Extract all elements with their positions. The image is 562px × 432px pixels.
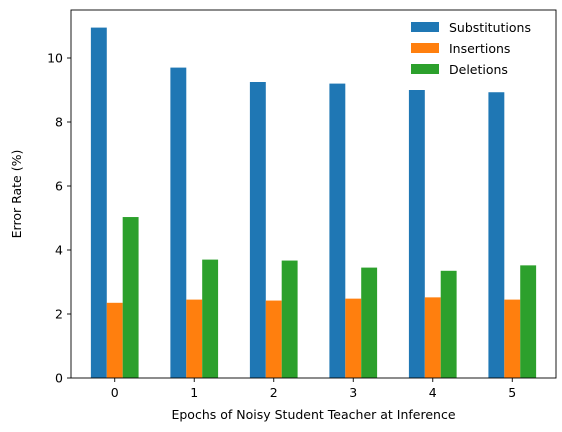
x-axis: 0 1 2 3 4 5 — [111, 378, 516, 400]
legend-swatch-substitutions — [411, 22, 439, 32]
x-tick-label: 3 — [349, 385, 357, 400]
legend-swatch-insertions — [411, 43, 439, 53]
bar-substitutions-1 — [170, 67, 187, 378]
bar-deletions-3 — [361, 267, 378, 378]
x-tick-label: 1 — [190, 385, 198, 400]
x-tick-label: 0 — [111, 385, 119, 400]
y-tick-label: 6 — [55, 178, 63, 193]
y-tick-label: 0 — [55, 370, 63, 385]
bar-substitutions-4 — [408, 90, 425, 378]
bar-substitutions-2 — [249, 82, 266, 378]
plot-frame — [70, 9, 557, 379]
x-tick-label: 5 — [508, 385, 516, 400]
bar-substitutions-5 — [488, 92, 505, 379]
legend: Substitutions Insertions Deletions — [411, 20, 531, 77]
y-tick-label: 2 — [55, 306, 63, 321]
bar-insertions-5 — [504, 299, 521, 378]
x-tick-label: 2 — [270, 385, 278, 400]
y-tick-label: 10 — [47, 50, 63, 65]
y-axis-label: Error Rate (%) — [9, 150, 24, 239]
legend-swatch-deletions — [411, 64, 439, 74]
y-tick-label: 8 — [55, 114, 63, 129]
y-axis: 0 2 4 6 8 10 — [47, 50, 71, 385]
legend-label-insertions: Insertions — [449, 41, 510, 56]
bar-substitutions-3 — [329, 83, 346, 378]
legend-label-substitutions: Substitutions — [449, 20, 531, 35]
bar-insertions-1 — [186, 299, 203, 378]
bar-insertions-4 — [424, 297, 441, 378]
bar-deletions-1 — [202, 259, 219, 378]
bar-deletions-2 — [281, 260, 298, 378]
bar-deletions-4 — [440, 270, 457, 378]
bar-substitutions-0 — [90, 27, 107, 378]
bar-deletions-0 — [122, 217, 139, 378]
x-tick-label: 4 — [429, 385, 437, 400]
bar-insertions-2 — [265, 300, 282, 378]
legend-label-deletions: Deletions — [449, 62, 508, 77]
bar-insertions-0 — [106, 302, 123, 378]
x-axis-label: Epochs of Noisy Student Teacher at Infer… — [171, 407, 455, 422]
bar-insertions-3 — [345, 298, 362, 378]
bar-deletions-5 — [520, 265, 537, 378]
y-tick-label: 4 — [55, 242, 63, 257]
bars-layer — [90, 27, 537, 379]
